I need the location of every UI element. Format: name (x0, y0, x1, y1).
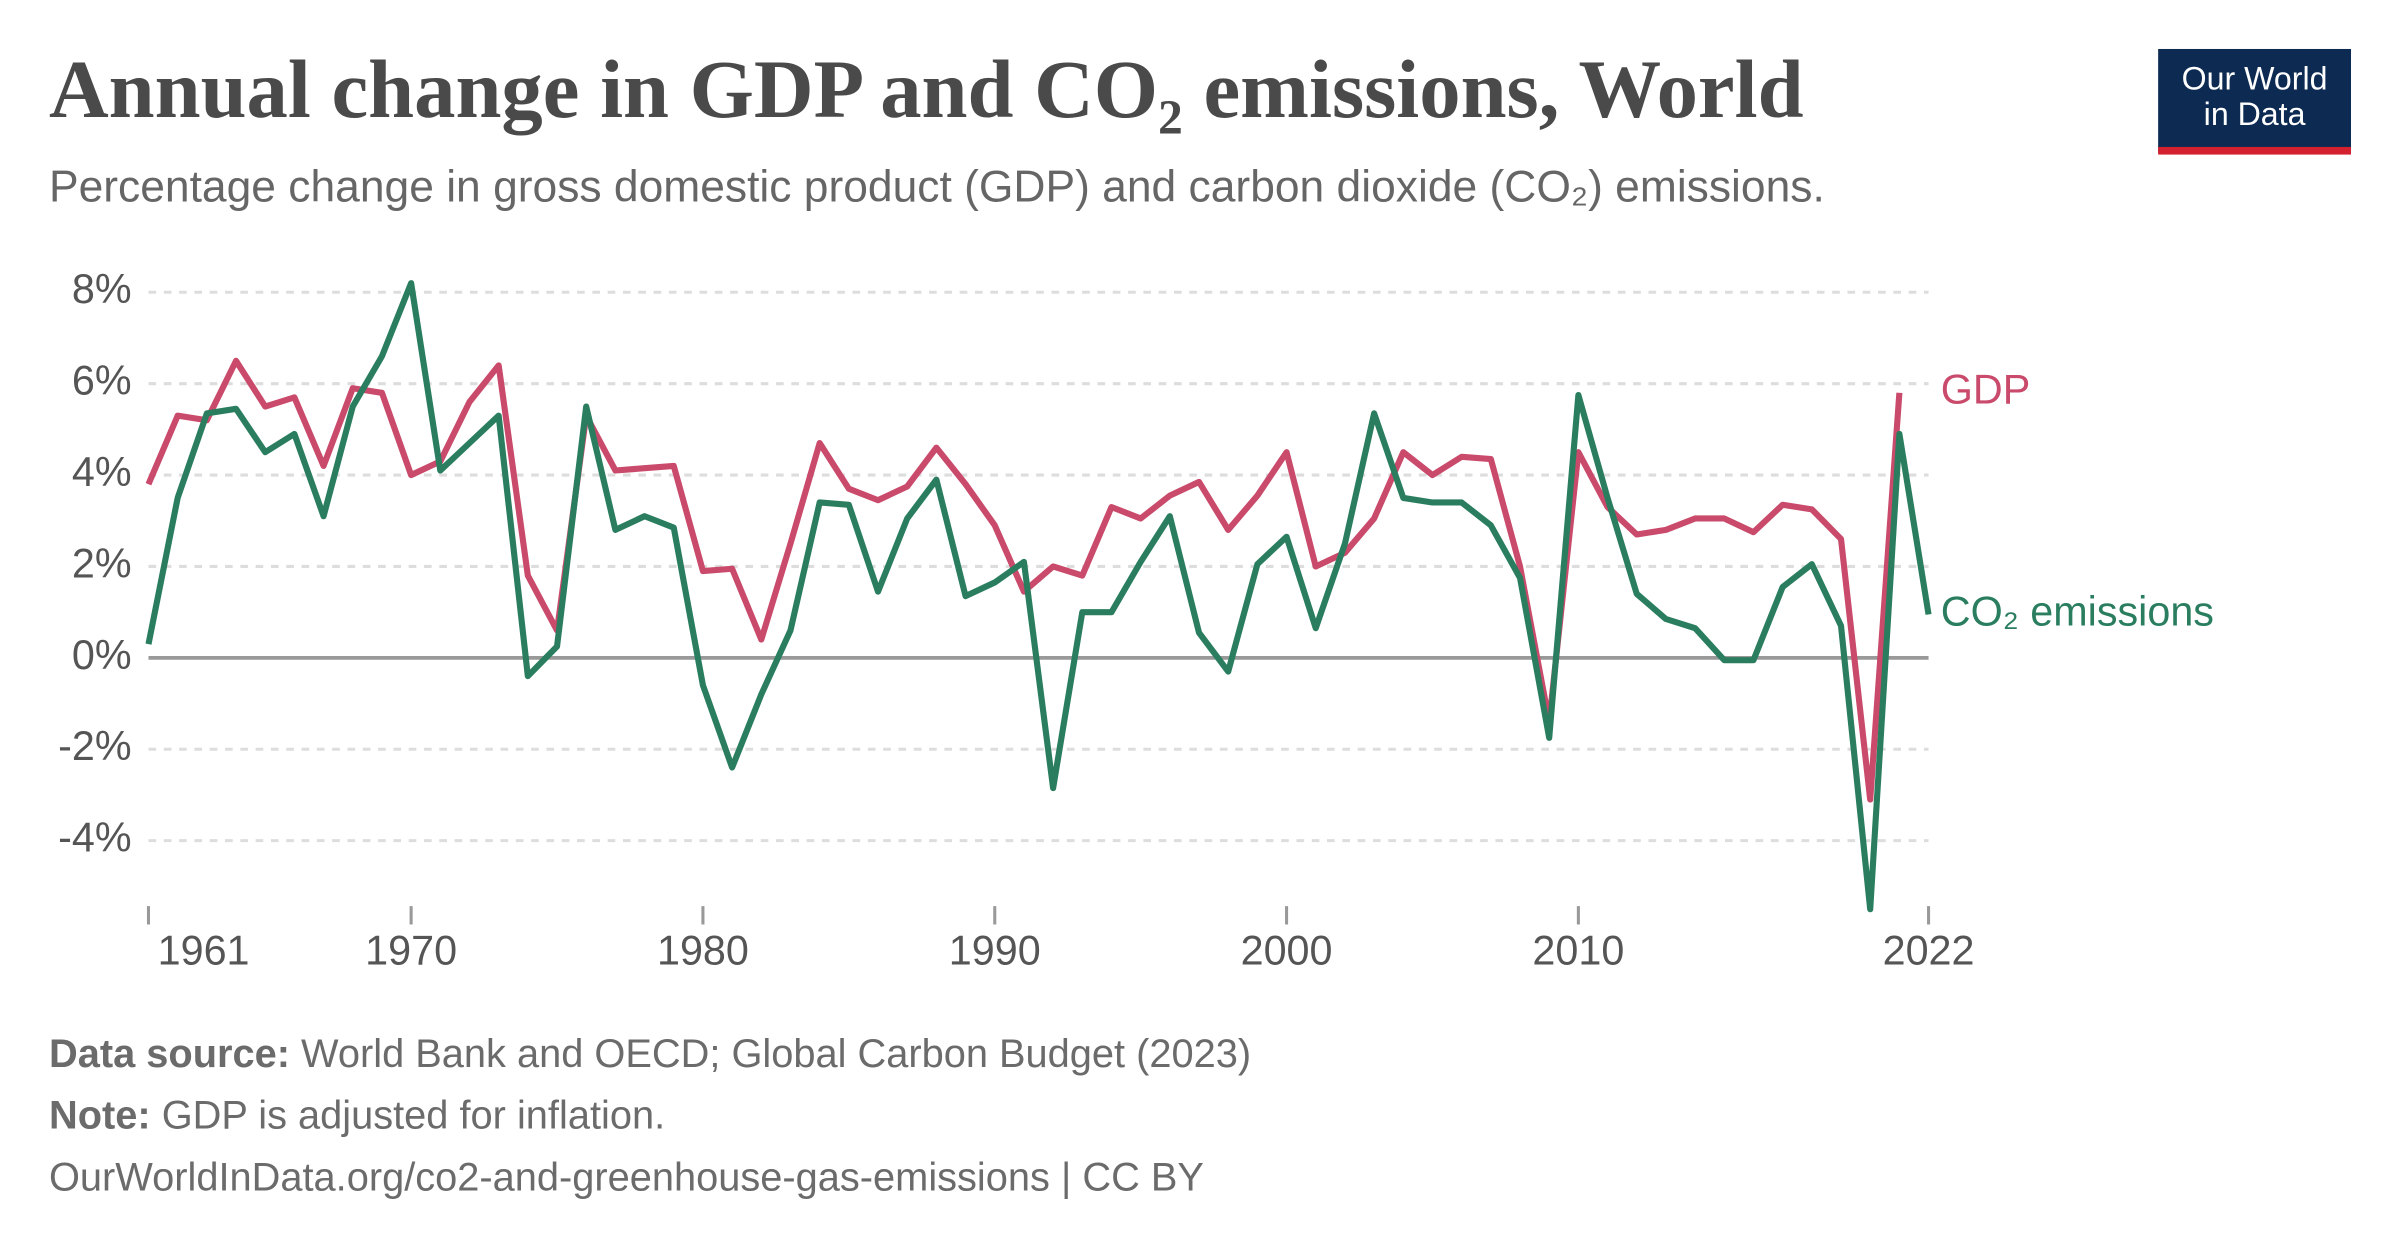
logo-box (2158, 48, 2352, 154)
series-line (145, 280, 1932, 913)
series-label: CO₂ emissions (1941, 588, 2214, 634)
note-text: GDP is adjusted for inflation. (162, 1093, 665, 1137)
note-label: Note: (49, 1093, 151, 1137)
x-tick-label: 2022 (1883, 927, 1975, 973)
chart-title: Annual change in GDP and CO₂ emissions, … (49, 43, 1804, 135)
y-tick-label: 4% (72, 449, 132, 495)
y-tick-label: 6% (72, 358, 132, 404)
x-tick-label: 1990 (949, 927, 1041, 973)
x-tick-label: 1980 (657, 927, 749, 973)
x-tick-label: 1961 (158, 927, 250, 973)
y-tick-label: 0% (72, 632, 132, 678)
source-text: World Bank and OECD; Global Carbon Budge… (301, 1032, 1251, 1076)
logo-bar (2158, 146, 2352, 155)
url: OurWorldInData.org/co2-and-greenhouse-ga… (49, 1156, 1204, 1200)
y-tick-label: 8% (72, 266, 132, 312)
source: Data source: World Bank and OECD; Global… (49, 1032, 1251, 1076)
x-tick-label: 2000 (1241, 927, 1333, 973)
source-label: Data source: (49, 1032, 290, 1076)
chart-subtitle: Percentage change in gross domestic prod… (49, 163, 1825, 212)
logo: Our World in Data (2158, 48, 2352, 155)
y-tick-label: 2% (72, 540, 132, 586)
x-tick-label: 1970 (365, 927, 457, 973)
y-tick-label: -4% (58, 815, 131, 861)
logo-text: in Data (2204, 96, 2306, 132)
logo-text: Our World (2182, 61, 2328, 97)
note: Note: GDP is adjusted for inflation. (49, 1093, 665, 1137)
series-label: GDP (1941, 367, 2031, 413)
x-tick-label: 2010 (1532, 927, 1624, 973)
y-tick-label: -2% (58, 723, 131, 769)
